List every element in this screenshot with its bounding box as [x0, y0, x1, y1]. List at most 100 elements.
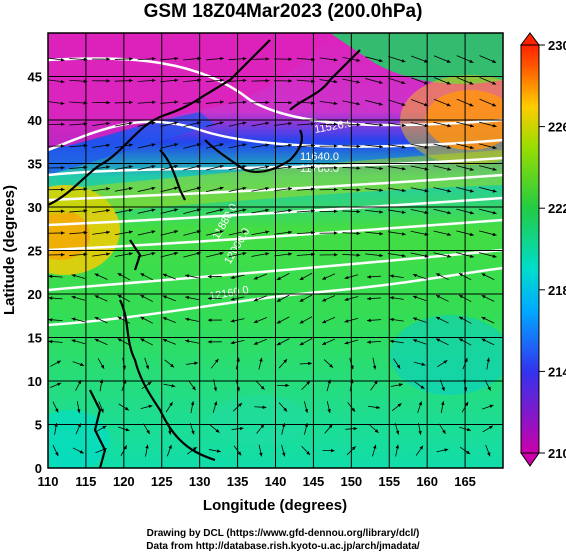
contour-label: 11760.0 [300, 163, 339, 175]
wind-arrow [207, 274, 222, 279]
wind-arrow [486, 357, 490, 370]
wind-arrow [140, 404, 153, 410]
wind-arrow [92, 79, 111, 83]
wind-arrow [414, 381, 425, 390]
wind-arrow [256, 423, 265, 434]
wind-arrow [365, 253, 384, 258]
wind-arrow [48, 209, 65, 213]
wind-arrow [388, 55, 406, 63]
wind-arrow [164, 359, 175, 368]
wind-arrow [367, 340, 382, 344]
y-axis-ticks: 0 5 10 15 20 25 30 35 40 45 [28, 70, 42, 477]
wind-arrow [417, 401, 422, 413]
wind-arrow [365, 99, 383, 106]
wind-arrow [140, 294, 153, 302]
wind-arrow [140, 316, 153, 324]
wind-arrow [210, 358, 219, 369]
wind-arrow [274, 208, 293, 213]
x-tick-label: 115 [75, 474, 96, 489]
wind-arrow [165, 401, 173, 413]
wind-arrow [281, 444, 286, 457]
wind-arrow [278, 358, 288, 369]
wind-arrow [324, 424, 333, 434]
wind-arrow [160, 56, 179, 61]
wind-arrow [389, 339, 404, 344]
wind-arrow [137, 208, 156, 214]
wind-arrow [319, 122, 338, 127]
wind-arrow [140, 273, 153, 281]
wind-arrow [301, 445, 311, 456]
wind-arrow [439, 379, 445, 392]
wind-arrow [162, 295, 176, 302]
colorbar-tick-label: 226 [548, 120, 566, 135]
wind-arrow [482, 404, 494, 410]
wind-arrow [319, 231, 338, 235]
wind-arrow [274, 165, 293, 170]
wind-arrow [209, 424, 220, 433]
wind-arrow [365, 188, 384, 192]
wind-arrow [205, 186, 224, 193]
y-tick-label: 35 [28, 157, 42, 172]
map-title: GSM 18Z04Mar2023 (200.0hPa) [143, 1, 423, 22]
wind-arrow [251, 143, 270, 149]
wind-arrow [94, 273, 108, 280]
wind-arrow [433, 143, 452, 150]
wind-arrow [188, 380, 196, 391]
wind-arrow [145, 444, 149, 457]
wind-arrow [251, 78, 270, 83]
wind-arrow [253, 295, 267, 302]
wind-arrow [323, 359, 334, 368]
wind-arrow [413, 361, 426, 366]
x-tick-label: 125 [151, 474, 173, 489]
x-tick-label: 155 [378, 474, 400, 489]
wind-arrow [183, 56, 202, 61]
wind-arrow [71, 295, 86, 301]
wind-arrow [92, 230, 111, 235]
wind-arrow [48, 101, 65, 106]
wind-arrow [186, 361, 199, 365]
wind-arrow [48, 165, 65, 170]
wind-arrow [97, 358, 105, 369]
wind-arrow [412, 317, 427, 323]
wind-arrow [435, 338, 449, 346]
wind-arrow [482, 425, 494, 433]
wind-arrow [415, 445, 424, 456]
wind-arrow [71, 274, 86, 279]
wind-arrow [365, 231, 384, 236]
colorbar-tick-label: 210 [548, 446, 566, 461]
wind-arrow [322, 448, 335, 453]
x-tick-label: 145 [303, 474, 325, 489]
wind-arrow [365, 122, 384, 127]
wind-arrow [368, 405, 381, 410]
wind-arrow [48, 122, 65, 126]
wind-arrow [481, 294, 495, 302]
x-tick-label: 165 [454, 474, 476, 489]
wind-arrow [98, 401, 104, 413]
wind-arrow [433, 55, 451, 63]
wind-arrow [367, 296, 382, 301]
wind-arrow [251, 57, 270, 61]
wind-arrow [255, 380, 265, 390]
wind-arrow [387, 253, 406, 258]
wind-arrow [48, 252, 65, 257]
wind-arrow [274, 252, 293, 257]
wind-arrow [481, 316, 495, 324]
wind-arrow [48, 231, 65, 235]
wind-arrow [479, 143, 497, 150]
wind-arrow [274, 143, 293, 148]
wind-arrow [207, 340, 222, 344]
wind-arrow [322, 316, 336, 324]
wind-arrow [160, 230, 179, 236]
wind-arrow [205, 251, 224, 258]
wind-arrow [274, 230, 293, 235]
wind-arrow [303, 401, 309, 414]
wind-arrow [92, 187, 111, 192]
wind-arrow [372, 444, 377, 457]
x-tick-label: 130 [189, 474, 211, 489]
wind-arrow [185, 274, 200, 279]
credit-data: Data from http://database.rish.kyoto-u.a… [146, 541, 420, 552]
wind-arrow [322, 273, 336, 280]
wind-arrow [274, 57, 293, 61]
wind-arrow [319, 100, 338, 106]
wind-arrow [299, 361, 312, 366]
